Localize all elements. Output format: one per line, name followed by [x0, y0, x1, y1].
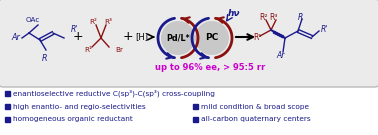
- Text: Ar: Ar: [11, 33, 20, 43]
- FancyBboxPatch shape: [5, 90, 10, 95]
- Text: OAc: OAc: [26, 17, 40, 23]
- Text: R: R: [42, 54, 48, 63]
- Text: R¹: R¹: [253, 33, 261, 43]
- Circle shape: [161, 21, 195, 55]
- FancyBboxPatch shape: [0, 0, 378, 87]
- Text: Ar: Ar: [277, 50, 285, 60]
- Text: R²: R²: [89, 19, 97, 25]
- FancyBboxPatch shape: [193, 117, 198, 122]
- Text: PC: PC: [205, 33, 218, 43]
- Text: homogeneous organic reductant: homogeneous organic reductant: [13, 117, 133, 122]
- Text: R²: R²: [259, 14, 267, 23]
- Text: R: R: [297, 13, 303, 21]
- Text: +: +: [73, 31, 83, 43]
- Text: R³: R³: [270, 13, 278, 21]
- FancyBboxPatch shape: [5, 117, 10, 122]
- Text: enantioselective reductive C(sp³)-C(sp³) cross-coupling: enantioselective reductive C(sp³)-C(sp³)…: [13, 90, 215, 97]
- Text: high enantio- and regio-selectivities: high enantio- and regio-selectivities: [13, 104, 146, 109]
- Text: R¹: R¹: [84, 47, 92, 53]
- Text: mild condition & broad scope: mild condition & broad scope: [201, 104, 309, 109]
- Text: hν: hν: [228, 9, 240, 18]
- Text: [H]: [H]: [135, 33, 149, 41]
- Text: R': R': [71, 26, 78, 35]
- Text: R³: R³: [104, 19, 112, 25]
- Text: up to 96% ee, > 95:5 rr: up to 96% ee, > 95:5 rr: [155, 63, 265, 72]
- Text: all-carbon quaternary centers: all-carbon quaternary centers: [201, 117, 311, 122]
- Circle shape: [195, 21, 229, 55]
- Text: Pd/L*: Pd/L*: [166, 33, 190, 43]
- Text: Br: Br: [115, 47, 123, 53]
- Text: +: +: [123, 31, 133, 43]
- FancyBboxPatch shape: [193, 104, 198, 109]
- FancyBboxPatch shape: [5, 104, 10, 109]
- Text: R': R': [321, 26, 328, 35]
